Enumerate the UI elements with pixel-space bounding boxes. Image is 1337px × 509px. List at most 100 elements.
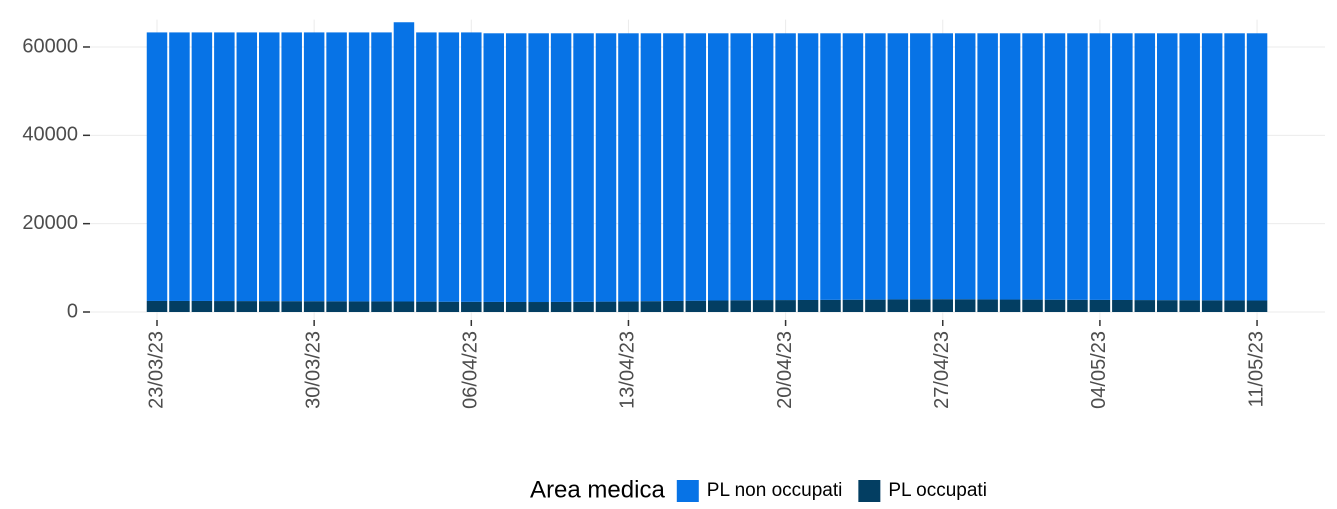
bar: [236, 32, 258, 302]
bar: [1246, 300, 1268, 312]
legend-title: Area medica: [530, 476, 665, 503]
bar: [505, 301, 527, 312]
bar: [595, 33, 617, 302]
bar: [326, 32, 347, 302]
bar: [573, 301, 594, 312]
bar: [371, 32, 392, 302]
bar: [887, 299, 909, 312]
y-tick-label: 0: [67, 300, 78, 322]
bar: [259, 301, 280, 312]
legend-swatch: [858, 480, 881, 502]
bar: [1224, 300, 1245, 312]
bar: [1201, 33, 1223, 301]
bar: [865, 299, 886, 312]
bar: [910, 299, 931, 312]
bar: [1224, 33, 1245, 301]
x-tick-label: 30/03/23: [302, 331, 324, 409]
bar: [685, 33, 707, 301]
x-tick-label: 13/04/23: [617, 331, 639, 409]
bar: [1022, 33, 1043, 300]
bar: [708, 300, 729, 312]
bar: [550, 33, 572, 302]
bar: [797, 33, 819, 300]
x-tick-label: 27/04/23: [931, 331, 953, 409]
bar: [730, 300, 751, 312]
x-tick-label: 23/03/23: [145, 331, 167, 409]
bar: [752, 300, 774, 312]
bar: [977, 299, 998, 312]
bar: [865, 33, 886, 300]
bar: [528, 302, 549, 312]
bar: [214, 301, 235, 312]
bar: [259, 32, 280, 302]
bar: [842, 33, 864, 300]
legend: Area medica PL non occupati PL occupati: [530, 476, 987, 503]
bar: [1112, 33, 1133, 300]
bar: [169, 300, 190, 312]
bar: [416, 301, 437, 312]
bar: [303, 301, 325, 312]
y-tick-label: 60000: [22, 35, 78, 57]
bar: [281, 32, 302, 302]
bar: [1179, 33, 1200, 301]
bar: [461, 301, 482, 312]
bar: [1067, 33, 1088, 300]
bar: [483, 33, 504, 302]
bar: [932, 33, 953, 300]
bar: [505, 33, 527, 302]
bar: [393, 301, 415, 312]
bar: [214, 32, 235, 302]
x-tick-label: 06/04/23: [460, 331, 482, 409]
x-tick-label: 11/05/23: [1245, 331, 1267, 407]
bar: [595, 301, 617, 312]
bar: [910, 33, 931, 300]
bar: [954, 299, 976, 312]
bar: [348, 301, 370, 312]
bar: [528, 33, 549, 303]
bar: [1134, 300, 1156, 312]
bar: [1089, 299, 1111, 312]
bar: [169, 32, 190, 301]
bar: [281, 301, 302, 312]
bar: [685, 300, 707, 312]
bar: [1112, 299, 1133, 312]
bar: [348, 32, 370, 302]
bar: [1157, 33, 1178, 301]
bar: [1246, 33, 1268, 301]
bar: [393, 22, 415, 302]
bar: [708, 33, 729, 301]
bar: [461, 32, 482, 302]
x-tick-label: 04/05/23: [1088, 331, 1110, 409]
bar: [730, 33, 751, 301]
bar: [797, 299, 819, 312]
bar: [887, 33, 909, 300]
bar: [663, 300, 684, 312]
bar: [640, 33, 662, 302]
bar: [640, 301, 662, 312]
bar: [820, 299, 841, 312]
bar: [146, 32, 168, 301]
bar: [1201, 300, 1223, 312]
bar: [236, 301, 258, 312]
bar: [752, 33, 774, 301]
x-tick-label: 20/04/23: [774, 331, 796, 409]
bar: [416, 32, 437, 302]
legend-label: PL non occupati: [707, 480, 843, 501]
bar: [775, 33, 796, 301]
bar: [954, 33, 976, 300]
bar: [820, 33, 841, 300]
bar: [1089, 33, 1111, 300]
bar: [1044, 299, 1066, 312]
legend-swatch: [676, 480, 699, 502]
bar: [483, 301, 504, 312]
bar: [1179, 300, 1200, 312]
bar: [999, 299, 1021, 312]
bar: [775, 300, 796, 312]
bar: [191, 300, 213, 312]
bar: [573, 33, 594, 302]
bar: [618, 33, 639, 302]
bar: [663, 33, 684, 301]
bar: [438, 301, 460, 312]
bar: [977, 33, 998, 300]
